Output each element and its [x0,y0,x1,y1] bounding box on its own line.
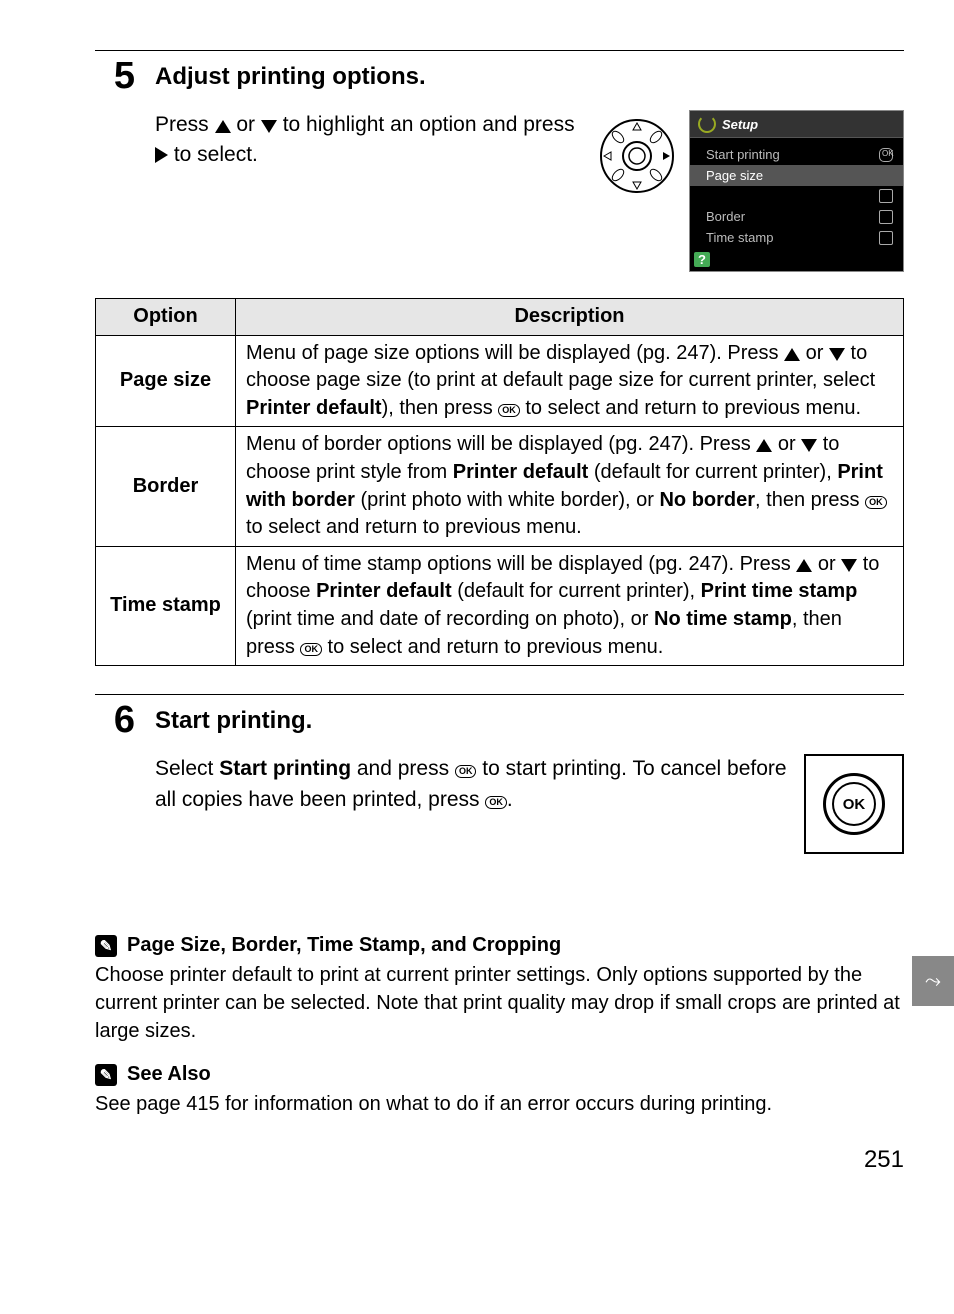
lcd-row-time-stamp: Time stamp [690,227,903,248]
printer-icon [879,189,893,203]
lcd-row-border: Border [690,206,903,227]
note-heading: See Also [95,1063,904,1086]
col-option: Option [96,299,236,336]
note-icon [95,1064,117,1086]
right-arrow-icon [155,147,168,163]
printer-icon [879,210,893,224]
table-row: Border Menu of border options will be di… [96,427,904,546]
lcd-row-page-size: Page size [690,165,903,186]
step-6-body: Select Start printing and press OK to st… [155,754,792,815]
ok-badge-icon: OK [485,796,507,809]
section-tab-icon: ⤳ [912,956,954,1006]
table-row: Time stamp Menu of time stamp options wi… [96,546,904,665]
options-table: Option Description Page size Menu of pag… [95,298,904,666]
step-5: 5 Adjust printing options. Press or to h… [95,61,904,666]
lcd-title: Setup [722,117,758,132]
up-arrow-icon [215,120,231,133]
note-text: See page 415 for information on what to … [95,1090,904,1118]
ok-badge-icon: OK [455,765,477,778]
step-6-title: Start printing. [155,707,904,735]
step-number-5: 5 [95,57,135,95]
ok-button-illustration: OK [804,754,904,854]
note-icon [95,935,117,957]
ok-badge-icon: OK [865,496,887,509]
ok-badge-icon: OK [300,643,322,656]
step-5-body: Press or to highlight an option and pres… [155,110,585,171]
printer-icon [879,231,893,245]
camera-lcd: Setup Start printing OK Page size Border [689,110,904,272]
up-arrow-icon [796,559,812,572]
up-arrow-icon [784,348,800,361]
col-description: Description [236,299,904,336]
down-arrow-icon [841,559,857,572]
up-arrow-icon [756,439,772,452]
down-arrow-icon [261,120,277,133]
ok-badge-icon: OK [498,404,520,417]
down-arrow-icon [829,348,845,361]
table-row: Page size Menu of page size options will… [96,335,904,427]
down-arrow-icon [801,439,817,452]
multi-selector-icon [597,116,677,196]
page-number: 251 [95,1146,904,1174]
lcd-row-start-printing: Start printing OK [690,144,903,165]
ok-badge-icon: OK [879,148,893,162]
note-text: Choose printer default to print at curre… [95,961,904,1045]
lcd-row-blank [690,186,903,206]
step-number-6: 6 [95,701,135,739]
note-heading: Page Size, Border, Time Stamp, and Cropp… [95,934,904,957]
step-6: 6 Start printing. Select Start printing … [95,705,904,854]
step-5-title: Adjust printing options. [155,63,904,91]
help-icon: ? [694,252,710,267]
